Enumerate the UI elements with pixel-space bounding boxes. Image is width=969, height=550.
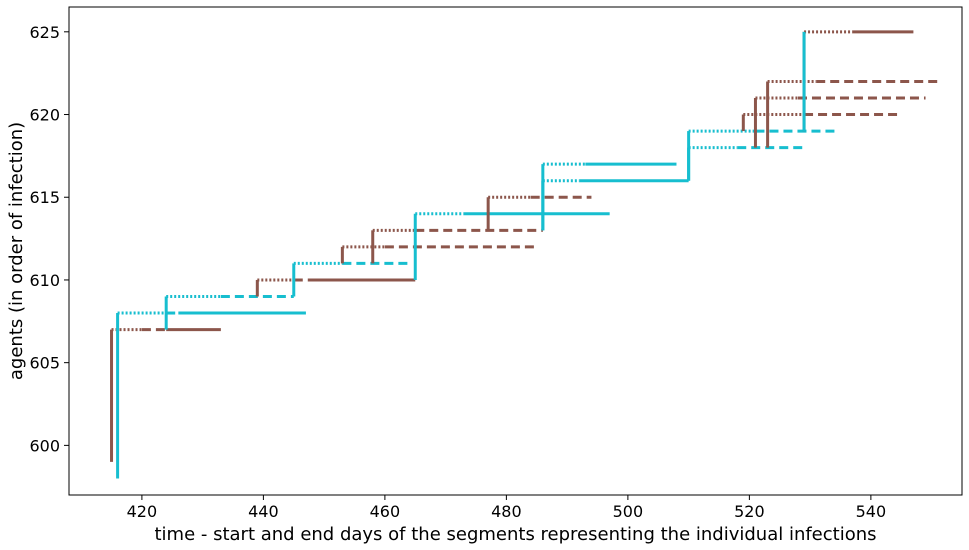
- x-tick-label: 420: [127, 502, 158, 521]
- y-tick-label: 620: [29, 106, 60, 125]
- x-tick-label: 440: [248, 502, 279, 521]
- y-tick-label: 605: [29, 354, 60, 373]
- x-axis: 420 440 460 480 500 520 540: [127, 495, 887, 521]
- y-axis-label: agents (in order of infection): [6, 122, 27, 380]
- x-tick-label: 480: [491, 502, 522, 521]
- x-tick-label: 540: [856, 502, 887, 521]
- plot-area: [110, 30, 938, 479]
- x-axis-label: time - start and end days of the segment…: [154, 524, 876, 545]
- x-tick-label: 460: [370, 502, 401, 521]
- y-tick-label: 610: [29, 271, 60, 290]
- y-axis: 600 605 610 615 620 625: [29, 23, 69, 455]
- y-tick-label: 615: [29, 188, 60, 207]
- x-tick-label: 500: [613, 502, 644, 521]
- y-tick-label: 625: [29, 23, 60, 42]
- y-tick-label: 600: [29, 436, 60, 455]
- plot-frame: [68, 6, 963, 496]
- x-tick-label: 520: [734, 502, 765, 521]
